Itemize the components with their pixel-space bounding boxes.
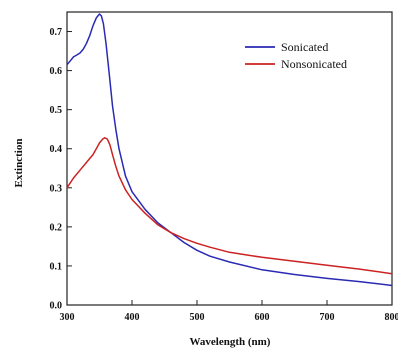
y-tick-label: 0.1	[50, 261, 63, 272]
y-tick-label: 0.5	[50, 105, 63, 116]
y-tick-label: 0.2	[50, 222, 63, 233]
y-tick-label: 0.7	[50, 27, 63, 38]
x-tick-label: 300	[60, 312, 75, 323]
y-tick-label: 0.3	[50, 183, 63, 194]
y-axis-title: Extinction	[13, 139, 25, 188]
axis-ticks-group: 300 400 500 600 700 800 0.0 0.1 0.2 0.3 0.4 0.5 0.6 0…	[50, 27, 398, 323]
legend: Sonicated Nonsonicated	[245, 40, 347, 71]
y-tick-label: 0.4	[50, 144, 63, 155]
y-tick-label: 0.0	[50, 301, 63, 312]
plot-area-frame	[67, 12, 392, 305]
y-tick-label: 0.6	[50, 66, 63, 77]
x-axis-title: Wavelength (nm)	[190, 336, 271, 348]
x-tick-label: 700	[320, 312, 335, 323]
legend-label-nonsonicated: Nonsonicated	[281, 57, 347, 71]
series-lines-group	[67, 14, 392, 286]
series-line-nonsonicated	[67, 138, 392, 274]
x-tick-label: 600	[255, 312, 270, 323]
plot-frame-group	[67, 12, 392, 305]
x-tick-label: 800	[385, 312, 398, 323]
x-tick-label: 500	[190, 312, 205, 323]
x-tick-label: 400	[125, 312, 140, 323]
legend-label-sonicated: Sonicated	[281, 40, 328, 54]
series-line-sonicated	[67, 14, 392, 286]
